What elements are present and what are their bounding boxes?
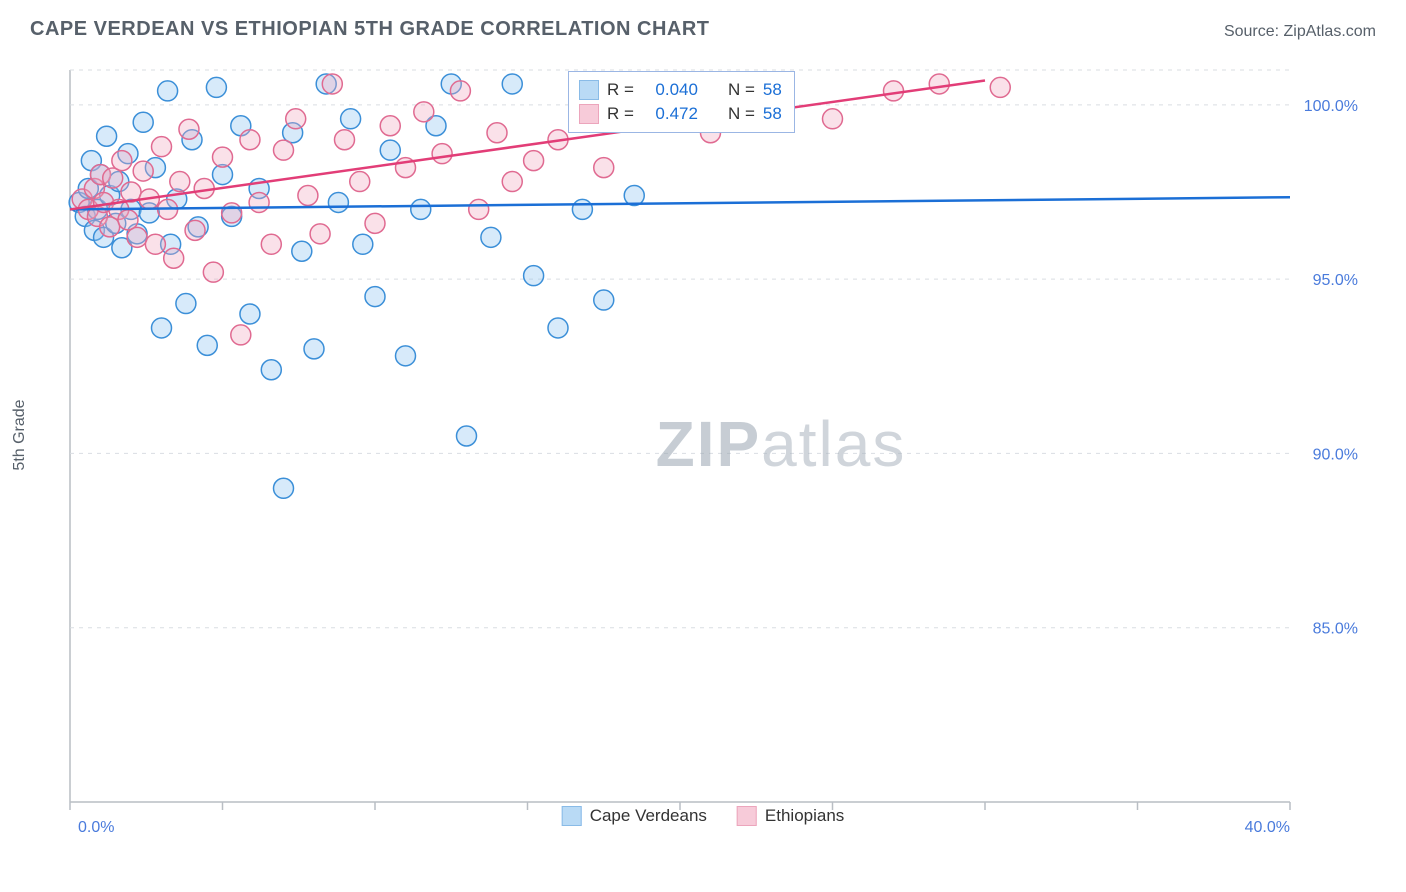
data-point — [350, 172, 370, 192]
data-point — [335, 130, 355, 150]
xtick-label: 40.0% — [1245, 819, 1290, 835]
data-point — [341, 109, 361, 129]
legend-r-label: R = — [607, 80, 634, 100]
data-point — [487, 123, 507, 143]
scatter-plot: 85.0% 90.0% 95.0% 100.0% 0.0% 40.0% — [30, 55, 1376, 835]
data-point — [365, 213, 385, 233]
data-point — [310, 224, 330, 244]
data-point — [133, 112, 153, 132]
data-point — [197, 335, 217, 355]
data-point — [524, 266, 544, 286]
data-point — [292, 241, 312, 261]
legend-n-value: 58 — [763, 104, 782, 124]
data-point — [524, 151, 544, 171]
data-point — [929, 74, 949, 94]
data-point — [112, 151, 132, 171]
legend-row: R = 0.472 N = 58 — [579, 102, 782, 126]
data-point — [231, 325, 251, 345]
legend-r-label: R = — [607, 104, 634, 124]
data-point — [322, 74, 342, 94]
data-point — [353, 234, 373, 254]
data-point — [203, 262, 223, 282]
data-point — [158, 81, 178, 101]
legend-swatch — [579, 104, 599, 124]
data-point — [884, 81, 904, 101]
legend-swatch — [562, 806, 582, 826]
data-point — [152, 318, 172, 338]
data-point — [274, 140, 294, 160]
ytick-label: 100.0% — [1304, 98, 1358, 115]
data-point — [450, 81, 470, 101]
data-point — [286, 109, 306, 129]
series-legend: Cape VerdeansEthiopians — [562, 814, 845, 817]
source-label: Source: ZipAtlas.com — [1224, 23, 1376, 41]
trend-line — [70, 80, 985, 209]
data-point — [380, 140, 400, 160]
data-point — [469, 199, 489, 219]
series-name: Cape Verdeans — [590, 806, 707, 826]
data-point — [304, 339, 324, 359]
data-point — [206, 77, 226, 97]
data-point — [240, 304, 260, 324]
correlation-legend: R = 0.040 N = 58 R = 0.472 N = 58 — [568, 71, 795, 133]
data-point — [261, 360, 281, 380]
data-point — [432, 144, 452, 164]
data-point — [145, 234, 165, 254]
data-point — [170, 172, 190, 192]
y-axis-label: 5th Grade — [11, 399, 29, 470]
data-point — [411, 199, 431, 219]
data-point — [249, 192, 269, 212]
legend-swatch — [737, 806, 757, 826]
legend-n-label: N = — [728, 104, 755, 124]
data-point — [179, 119, 199, 139]
data-point — [133, 161, 153, 181]
legend-r-value: 0.040 — [642, 80, 698, 100]
data-point — [176, 294, 196, 314]
data-point — [414, 102, 434, 122]
data-point — [548, 318, 568, 338]
series-legend-item: Ethiopians — [737, 806, 844, 826]
data-point — [240, 130, 260, 150]
ytick-label: 90.0% — [1313, 446, 1358, 463]
ytick-label: 95.0% — [1313, 272, 1358, 289]
data-point — [823, 109, 843, 129]
data-point — [97, 126, 117, 146]
data-point — [274, 478, 294, 498]
data-point — [365, 287, 385, 307]
legend-n-value: 58 — [763, 80, 782, 100]
series-legend-item: Cape Verdeans — [562, 806, 707, 826]
data-point — [164, 248, 184, 268]
data-point — [572, 199, 592, 219]
data-point — [594, 158, 614, 178]
series-name: Ethiopians — [765, 806, 844, 826]
chart-title: CAPE VERDEAN VS ETHIOPIAN 5TH GRADE CORR… — [30, 18, 710, 41]
data-point — [328, 192, 348, 212]
ytick-label: 85.0% — [1313, 621, 1358, 638]
data-point — [127, 227, 147, 247]
data-point — [380, 116, 400, 136]
legend-n-label: N = — [728, 80, 755, 100]
data-point — [213, 147, 233, 167]
data-point — [502, 172, 522, 192]
data-point — [152, 137, 172, 157]
data-point — [222, 203, 242, 223]
data-point — [298, 185, 318, 205]
data-point — [457, 426, 477, 446]
data-point — [502, 74, 522, 94]
xtick-label: 0.0% — [78, 819, 114, 835]
legend-row: R = 0.040 N = 58 — [579, 78, 782, 102]
legend-swatch — [579, 80, 599, 100]
chart-area: 5th Grade 85.0%90.0%95.0%100.0%0.0%40.0%… — [30, 55, 1376, 815]
data-point — [990, 77, 1010, 97]
legend-r-value: 0.472 — [642, 104, 698, 124]
data-point — [396, 346, 416, 366]
data-point — [261, 234, 281, 254]
data-point — [594, 290, 614, 310]
data-point — [185, 220, 205, 240]
data-point — [481, 227, 501, 247]
